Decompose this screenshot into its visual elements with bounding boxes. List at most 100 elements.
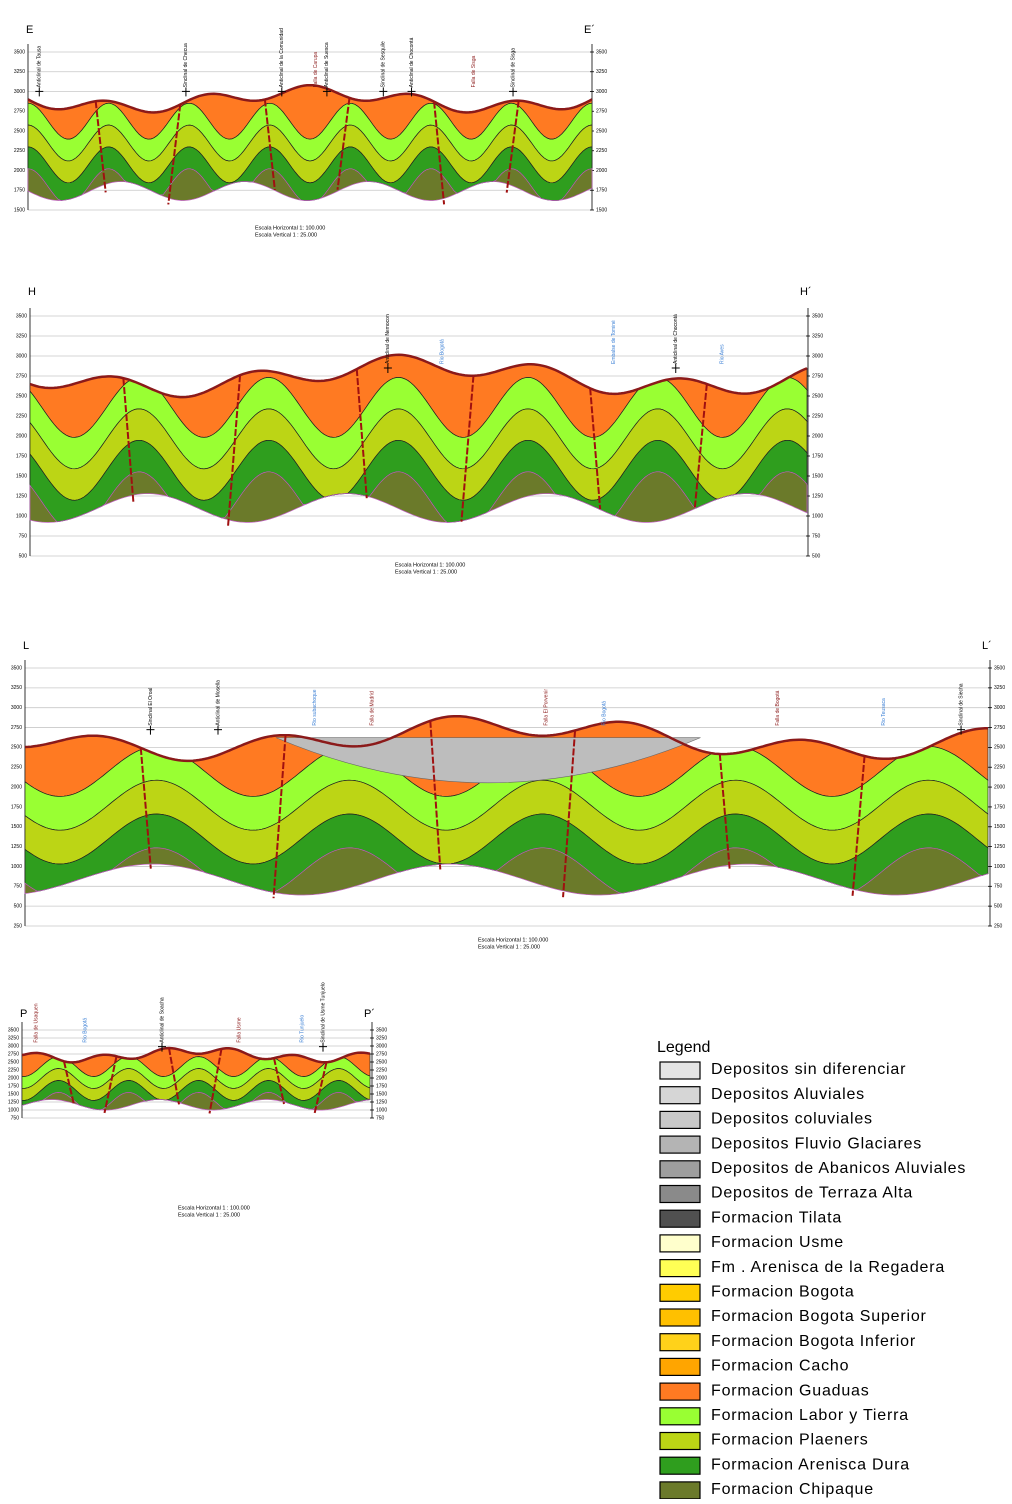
structure-label: Anticlinal de Tausa [37, 46, 43, 88]
legend-label: Depositos Fluvio Glaciares [711, 1135, 922, 1152]
elevation-label-left: 3500 [14, 49, 25, 55]
legend-swatch [660, 1062, 700, 1079]
scale-text: Escala Vertical 1 : 25.000 [255, 232, 317, 238]
elevation-label-left: 2000 [11, 784, 22, 790]
elevation-label-right: 2750 [812, 373, 823, 379]
legend-label: Formacion Bogota Superior [711, 1308, 927, 1325]
elevation-label-right: 500 [994, 903, 1003, 909]
elevation-label-left: 3000 [16, 353, 27, 359]
elevation-label-right: 1750 [596, 188, 607, 194]
elevation-label-right: 3000 [994, 705, 1005, 711]
elevation-label-right: 2250 [596, 148, 607, 154]
elevation-label-left: 2750 [14, 109, 25, 115]
scale-text: Escala Horizontal 1: 100.000 [395, 562, 465, 568]
elevation-label-right: 1000 [994, 864, 1005, 870]
legend-swatch [660, 1482, 700, 1499]
elevation-label-left: 1000 [8, 1107, 19, 1113]
scale-text: Escala Vertical 1 : 25.000 [395, 569, 457, 575]
structure-label: Sinclinal de Sisga [510, 48, 516, 88]
legend-label: Formacion Arenisca Dura [711, 1456, 910, 1473]
legend-swatch [660, 1334, 700, 1351]
section-end: H´ [800, 286, 812, 298]
elevation-label-left: 3250 [8, 1035, 19, 1041]
structure-label: Rio Aves [720, 344, 726, 364]
elevation-label-right: 1750 [812, 453, 823, 459]
elevation-label-right: 2500 [596, 128, 607, 134]
elevation-label-right: 750 [994, 884, 1003, 890]
legend-swatch [660, 1358, 700, 1375]
legend-label: Depositos de Terraza Alta [711, 1185, 913, 1202]
elevation-label-left: 750 [11, 1115, 20, 1121]
elevation-label-left: 1500 [14, 207, 25, 213]
elevation-label-right: 500 [812, 553, 821, 559]
legend-swatch [660, 1186, 700, 1203]
elevation-label-right: 1250 [994, 844, 1005, 850]
structure-label: Rio Bogotá [601, 701, 607, 726]
elevation-label-left: 2500 [8, 1059, 19, 1065]
elevation-label-left: 3250 [14, 69, 25, 75]
elevation-label-right: 3000 [596, 89, 607, 95]
structure-label: Falla El Porvenir [543, 689, 549, 726]
section-end: L´ [982, 640, 992, 652]
elevation-label-right: 2750 [596, 109, 607, 115]
elevation-label-left: 2500 [14, 128, 25, 134]
structure-label: Rio Bogotá [440, 339, 446, 364]
structure-label: Anticlinal de Soacha [159, 997, 165, 1043]
structure-label: Falla de Sisga [471, 55, 477, 87]
elevation-label-right: 3000 [812, 353, 823, 359]
elevation-label-left: 3250 [11, 685, 22, 691]
elevation-label-right: 3500 [376, 1027, 387, 1033]
structure-label: Falla de Usaquen [33, 1003, 39, 1042]
structure-label: Sinclinal de Siecha [958, 683, 964, 725]
elevation-label-right: 2000 [812, 433, 823, 439]
legend-label: Formacion Tilata [711, 1209, 842, 1226]
elevation-label-right: 1500 [376, 1091, 387, 1097]
elevation-label-right: 250 [994, 923, 1003, 929]
scale-text: Escala Horizontal 1: 100.000 [478, 937, 548, 943]
elevation-label-right: 1500 [812, 473, 823, 479]
elevation-label-left: 3000 [14, 89, 25, 95]
legend-swatch [660, 1260, 700, 1277]
legend-swatch [660, 1309, 700, 1326]
legend-label: Depositos sin diferenciar [711, 1061, 906, 1078]
elevation-label-right: 1750 [376, 1083, 387, 1089]
structure-label: Anticlinal de Mosella [215, 680, 221, 726]
elevation-label-right: 3250 [376, 1035, 387, 1041]
elevation-label-left: 2250 [8, 1067, 19, 1073]
elevation-label-left: 1000 [11, 864, 22, 870]
elevation-label-right: 3250 [596, 69, 607, 75]
legend-title: Legend [657, 1039, 710, 1056]
structure-label: Rio Teusaca [881, 698, 887, 726]
elevation-label-left: 500 [19, 553, 28, 559]
legend-label: Formacion Guaduas [711, 1382, 870, 1399]
elevation-label-right: 3000 [376, 1043, 387, 1049]
elevation-label-left: 2250 [16, 413, 27, 419]
elevation-label-right: 750 [376, 1115, 385, 1121]
legend-swatch [660, 1457, 700, 1474]
legend-label: Formacion Usme [711, 1234, 844, 1251]
legend-swatch [660, 1235, 700, 1252]
structure-label: Rio Tunjuelo [299, 1015, 305, 1043]
page: 3500 3500 3250 3250 3000 3000 2750 2750 2500 2500… [0, 0, 1012, 1504]
structure-label: Rio Bogotá [82, 1018, 88, 1043]
scale-text: Escala Horizontal 1: 100.000 [255, 225, 325, 231]
elevation-label-right: 2000 [596, 168, 607, 174]
elevation-label-right: 2500 [376, 1059, 387, 1065]
structure-label: Anticlinal de Chocontá [673, 314, 679, 364]
elevation-label-right: 2250 [994, 765, 1005, 771]
structure-label: Anticlinal de Nemocon [385, 314, 391, 364]
elevation-label-right: 2750 [994, 725, 1005, 731]
structure-label: Sinclinal El Oroal [148, 688, 154, 726]
structure-label: Anticlinal de la Comunidad [279, 28, 285, 87]
legend-swatch [660, 1087, 700, 1104]
legend-label: Formacion Cacho [711, 1358, 849, 1375]
elevation-label-right: 2500 [994, 745, 1005, 751]
section-start: E [26, 24, 33, 36]
cross-sections: 3500 3500 3250 3250 3000 3000 2750 2750 2500 2500… [0, 0, 1012, 1499]
elevation-label-left: 2000 [16, 433, 27, 439]
elevation-label-right: 3500 [812, 313, 823, 319]
elevation-label-right: 1500 [994, 824, 1005, 830]
section-end: P´ [364, 1008, 375, 1020]
